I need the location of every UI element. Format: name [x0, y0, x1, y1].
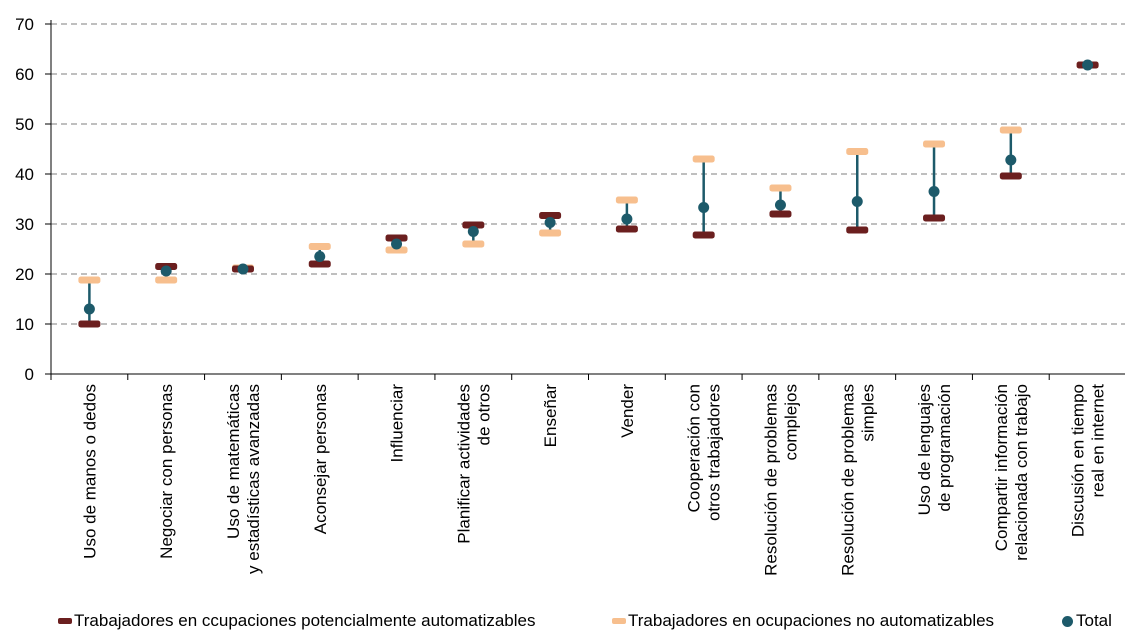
legend-item-total: Total — [1062, 611, 1112, 631]
marker-automatizables — [923, 214, 946, 222]
legend-label-automatizables: Trabajadores en ccupaciones potencialmen… — [74, 611, 536, 630]
x-tick-label: Uso de lenguajes — [915, 384, 934, 515]
y-tick-label: 40 — [15, 165, 34, 184]
marker-automatizables — [308, 260, 331, 268]
marker-no-automatizables — [462, 240, 485, 248]
x-tick-label: Planificar actividades — [454, 384, 473, 544]
marker-total — [83, 303, 95, 315]
x-tick-label: de otros — [474, 384, 493, 445]
marker-no-automatizables — [539, 229, 562, 237]
marker-no-automatizables — [78, 276, 101, 284]
x-tick-label: Enseñar — [541, 384, 560, 448]
y-tick-label: 10 — [15, 315, 34, 334]
marker-total — [621, 213, 633, 225]
legend-item-automatizables: Trabajadores en ccupaciones potencialmen… — [58, 611, 535, 631]
legend-dot-total — [1062, 615, 1073, 627]
x-tick-label: Resolución de problemas — [838, 384, 857, 576]
marker-total — [314, 251, 326, 262]
marker-automatizables — [385, 234, 408, 242]
x-tick-label: complejos — [781, 384, 800, 461]
range-dot-chart: 0 10 20 30 40 50 60 70 Uso de manos o dedos Nego… — [15, 15, 1125, 576]
marker-automatizables — [539, 212, 562, 219]
grid-lines — [51, 23, 1125, 325]
marker-automatizables — [769, 210, 792, 218]
legend-label-no-automatizables: Trabajadores en ocupaciones no automatiz… — [628, 611, 995, 630]
marker-total — [391, 238, 403, 250]
marker-total — [544, 217, 556, 228]
x-tick-label: Cooperación con — [685, 384, 704, 513]
marker-no-automatizables — [155, 276, 178, 284]
marker-total — [237, 263, 249, 275]
x-tick-label: otros trabajadores — [705, 384, 724, 521]
x-tick-label: real en internet — [1089, 384, 1108, 498]
y-tick-label: 30 — [15, 215, 34, 234]
marker-total — [467, 226, 479, 237]
marker-total — [1005, 154, 1017, 166]
x-tick-label: Negociar con personas — [157, 384, 176, 559]
y-tick-label: 50 — [15, 115, 34, 134]
y-tick-label: 20 — [15, 265, 34, 284]
marker-total — [928, 186, 940, 197]
y-axis: 0 10 20 30 40 50 60 70 — [15, 15, 52, 384]
legend-label-total: Total — [1076, 611, 1112, 630]
marker-total — [1082, 59, 1094, 71]
x-tick-label: Vender — [618, 384, 637, 438]
legend: Trabajadores en ccupaciones potencialmen… — [0, 611, 1125, 635]
marker-automatizables — [615, 225, 638, 233]
marker-total — [774, 199, 786, 211]
marker-automatizables — [846, 226, 869, 234]
x-tick-label: simples — [858, 384, 877, 442]
marker-no-automatizables — [999, 126, 1022, 134]
marker-no-automatizables — [692, 155, 715, 163]
marker-automatizables — [78, 320, 101, 328]
y-tick-label: 0 — [25, 365, 34, 384]
marker-no-automatizables — [385, 246, 408, 254]
marker-no-automatizables — [846, 148, 869, 155]
marker-automatizables — [692, 231, 715, 239]
marker-automatizables — [999, 172, 1022, 180]
x-tick-label: de programación — [935, 384, 954, 512]
legend-swatch-automatizables — [58, 618, 72, 624]
x-tick-label: Compartir información — [992, 384, 1011, 551]
y-tick-label: 60 — [15, 65, 34, 84]
x-tick-label: Influenciar — [388, 384, 407, 463]
marker-no-automatizables — [769, 184, 792, 192]
marker-total — [160, 265, 172, 277]
marker-automatizables — [462, 221, 485, 229]
marker-total — [851, 196, 863, 207]
x-tick-label: relacionada con trabajo — [1012, 384, 1031, 561]
legend-swatch-no-automatizables — [612, 618, 626, 624]
x-tick-label: y estadísticas avanzadas — [244, 384, 263, 574]
x-tick-label: Resolución de problemas — [761, 384, 780, 576]
y-tick-label: 70 — [15, 15, 34, 34]
x-tick-label: Discusión en tiempo — [1069, 384, 1088, 537]
marker-no-automatizables — [308, 243, 331, 250]
marker-no-automatizables — [615, 196, 638, 204]
marker-total — [698, 202, 710, 213]
x-tick-label: Uso de matemáticas — [224, 384, 243, 539]
x-tick-label: Aconsejar personas — [311, 384, 330, 534]
data-marks — [78, 59, 1099, 328]
x-axis: Uso de manos o dedos Negociar con persona… — [50, 373, 1125, 576]
marker-no-automatizables — [923, 140, 946, 148]
x-tick-label: Uso de manos o dedos — [80, 384, 99, 559]
legend-item-no-automatizables: Trabajadores en ocupaciones no automatiz… — [612, 611, 994, 631]
